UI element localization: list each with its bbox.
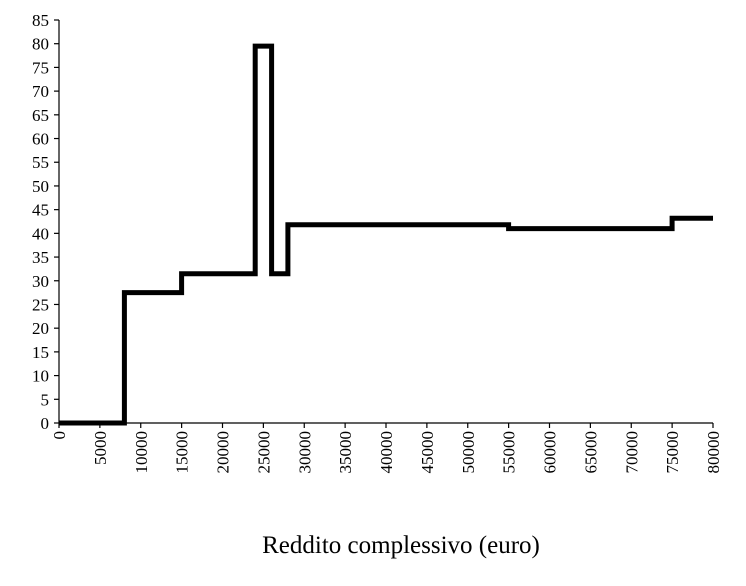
x-tick-label: 0 — [50, 431, 69, 440]
y-tick-label: 75 — [32, 58, 49, 77]
y-tick-label: 55 — [32, 153, 49, 172]
y-tick-label: 45 — [32, 201, 49, 220]
y-tick-label: 40 — [32, 224, 49, 243]
y-tick-label: 25 — [32, 295, 49, 314]
x-tick-label: 35000 — [336, 431, 355, 474]
y-tick-label: 60 — [32, 130, 49, 149]
y-tick-label: 5 — [41, 390, 50, 409]
x-tick-label: 80000 — [704, 431, 723, 474]
y-tick-label: 70 — [32, 82, 49, 101]
x-tick-label: 65000 — [581, 431, 600, 474]
x-tick-label: 55000 — [500, 431, 519, 474]
x-tick-label: 25000 — [254, 431, 273, 474]
x-axis: 0 5000 10000 15000 20000 25000 30000 35000 40000… — [50, 422, 723, 474]
x-tick-label: 40000 — [377, 431, 396, 474]
y-tick-label: 65 — [32, 106, 49, 125]
plot-area — [59, 43, 713, 426]
y-tick-label: 35 — [32, 248, 49, 267]
x-tick-label: 45000 — [418, 431, 437, 474]
y-tick-label: 85 — [32, 11, 49, 30]
x-tick-label: 30000 — [295, 431, 314, 474]
x-tick-label: 5000 — [91, 431, 110, 465]
y-tick-label: 0 — [41, 414, 50, 433]
series-line — [59, 43, 713, 426]
y-tick-label: 50 — [32, 177, 49, 196]
x-tick-label: 15000 — [173, 431, 192, 474]
y-tick-label: 80 — [32, 35, 49, 54]
x-tick-label: 20000 — [214, 431, 233, 474]
x-tick-label: 75000 — [663, 431, 682, 474]
x-tick-label: 60000 — [541, 431, 560, 474]
x-tick-label: 50000 — [459, 431, 478, 474]
x-tick-label: 70000 — [622, 431, 641, 474]
x-tick-label: 10000 — [132, 431, 151, 474]
y-axis: 0 5 10 15 20 25 30 35 40 45 50 55 60 65 70 75 80 85 — [32, 11, 60, 433]
y-tick-label: 30 — [32, 272, 49, 291]
y-tick-label: 10 — [32, 367, 49, 386]
y-tick-label: 20 — [32, 319, 49, 338]
y-tick-label: 15 — [32, 343, 49, 362]
x-axis-title: Reddito complessivo (euro) — [262, 532, 540, 559]
